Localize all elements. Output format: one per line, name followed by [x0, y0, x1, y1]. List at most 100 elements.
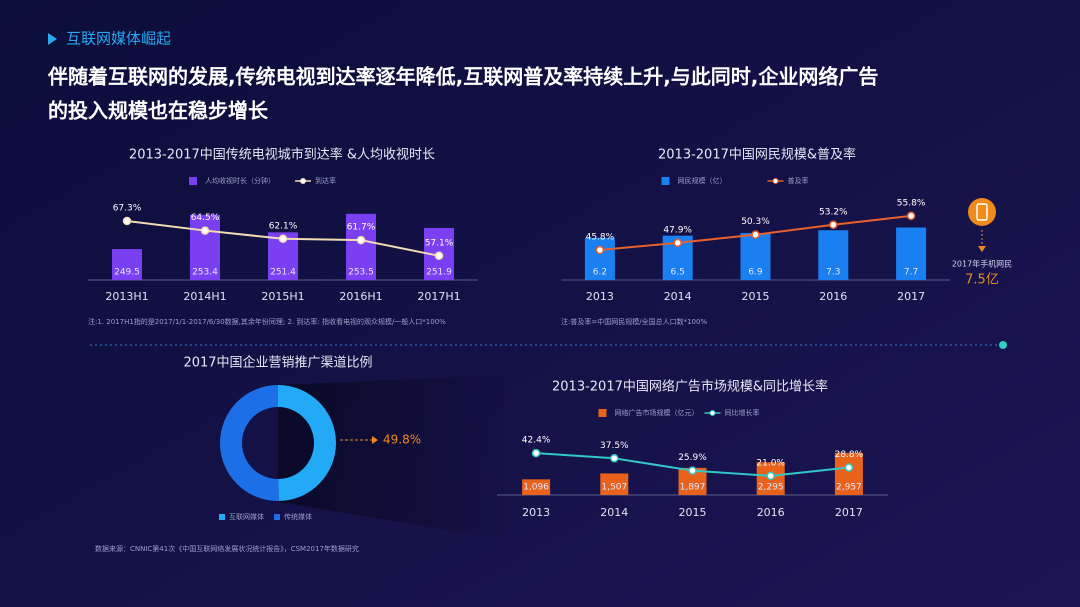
legend-swatch — [598, 409, 607, 417]
bar — [346, 213, 376, 280]
source: 数据来源：CNNIC第41次《中国互联网络发展状况统计报告》，CSM2017年数… — [95, 544, 359, 553]
point — [673, 238, 682, 248]
x-tick-label: 2015 — [742, 290, 770, 303]
bar — [190, 214, 220, 280]
point — [278, 234, 288, 243]
x-tick-label: 2016 — [819, 290, 847, 303]
legend-label: 传统媒体 — [284, 512, 312, 521]
x-tick-label: 2014 — [664, 290, 692, 303]
point — [688, 466, 697, 475]
data-label: 53.2% — [819, 207, 848, 217]
data-label: 37.5% — [600, 441, 629, 451]
legend-swatch — [219, 514, 225, 520]
legend-label: 人均收视时长（分钟） — [205, 176, 275, 185]
projection-shape — [278, 375, 505, 540]
data-label: 61.7% — [347, 223, 376, 233]
legend-dot — [772, 178, 779, 184]
note: 注:普及率=中国网民规模/全国总人口数*100% — [561, 317, 707, 326]
legend-swatch — [189, 177, 197, 185]
arrow-head — [978, 246, 986, 252]
point — [434, 251, 444, 261]
x-tick-label: 2016H1 — [339, 290, 382, 303]
data-label: 21.0% — [756, 458, 785, 468]
data-label: 1,507 — [601, 483, 627, 493]
data-label: 67.3% — [113, 204, 142, 214]
data-label: 45.8% — [586, 233, 615, 243]
data-label: 2,295 — [758, 483, 784, 493]
data-label: 249.5 — [114, 268, 140, 278]
point — [751, 230, 760, 239]
bar — [818, 230, 849, 280]
x-tick-label: 2014 — [600, 506, 628, 519]
chart-title: 2013-2017中国传统电视城市到达率 &人均收视时长 — [129, 147, 435, 163]
x-tick-label: 2013H1 — [105, 290, 148, 303]
data-label: 28.8% — [835, 450, 864, 460]
point — [906, 211, 916, 221]
data-label: 7.7 — [904, 268, 918, 278]
x-tick-label: 2015 — [679, 506, 707, 519]
legend-dot — [300, 178, 306, 184]
chart-title: 2013-2017中国网民规模&普及率 — [658, 147, 856, 163]
bar — [896, 227, 927, 280]
bar — [522, 479, 551, 495]
bar — [740, 232, 771, 280]
phone-glyph — [976, 203, 988, 221]
point — [200, 226, 210, 235]
annotation: 2017年手机网民 — [952, 259, 1012, 269]
point — [531, 448, 541, 458]
data-label: 50.3% — [741, 217, 770, 227]
bar — [600, 473, 629, 495]
x-tick-label: 2017 — [897, 290, 925, 303]
point — [844, 463, 854, 472]
donut-slice — [219, 385, 279, 501]
legend-dot — [709, 410, 716, 416]
data-label: 7.3 — [826, 268, 840, 278]
data-label: 55.8% — [897, 198, 926, 208]
legend-label: 互联网媒体 — [229, 512, 264, 521]
legend-label: 网民规模（亿） — [678, 176, 727, 185]
headline: 的投入规模也在稳步增长 — [48, 99, 269, 123]
data-label: 253.4 — [192, 268, 218, 278]
x-tick-label: 2013 — [522, 506, 550, 519]
data-label: 62.1% — [269, 221, 298, 231]
legend-swatch — [661, 177, 670, 185]
point — [595, 245, 605, 255]
data-label: 6.9 — [748, 268, 763, 278]
headline: 伴随着互联网的发展,传统电视到达率逐年降低,互联网普及率持续上升,与此同时,企业… — [47, 65, 878, 89]
legend-label: 到达率 — [315, 176, 336, 185]
x-tick-label: 2015H1 — [261, 290, 304, 303]
x-tick-label: 2017H1 — [417, 290, 460, 303]
annotation-value: 7.5亿 — [965, 273, 999, 288]
legend-label: 同比增长率 — [725, 408, 760, 417]
point — [356, 235, 366, 245]
point — [610, 454, 619, 463]
section-marker — [48, 33, 57, 45]
arrow-head — [372, 436, 378, 444]
data-label: 6.5 — [671, 268, 685, 278]
data-label: 1,897 — [680, 483, 706, 493]
data-label: 251.9 — [426, 268, 452, 278]
data-label: 47.9% — [663, 225, 692, 235]
legend-label: 普及率 — [788, 176, 809, 185]
divider-dot — [999, 341, 1007, 349]
data-label: 57.1% — [425, 238, 454, 248]
legend-label: 网络广告市场规模（亿元） — [615, 408, 699, 417]
bar — [584, 237, 615, 280]
x-tick-label: 2016 — [757, 506, 785, 519]
data-label: 253.5 — [348, 268, 374, 278]
point — [829, 220, 838, 230]
legend-swatch — [274, 514, 280, 520]
phone-icon — [968, 198, 996, 226]
data-label: 2,957 — [836, 483, 862, 493]
note: 注:1. 2017H1指的是2017/1/1-2017/6/30数据,其余年份同… — [88, 317, 446, 326]
donut-slice — [278, 385, 336, 501]
point — [766, 471, 775, 481]
data-label: 64.5% — [191, 213, 220, 223]
bar — [834, 452, 863, 495]
x-tick-label: 2013 — [586, 290, 614, 303]
x-tick-label: 2017 — [835, 506, 863, 519]
point — [122, 216, 132, 226]
